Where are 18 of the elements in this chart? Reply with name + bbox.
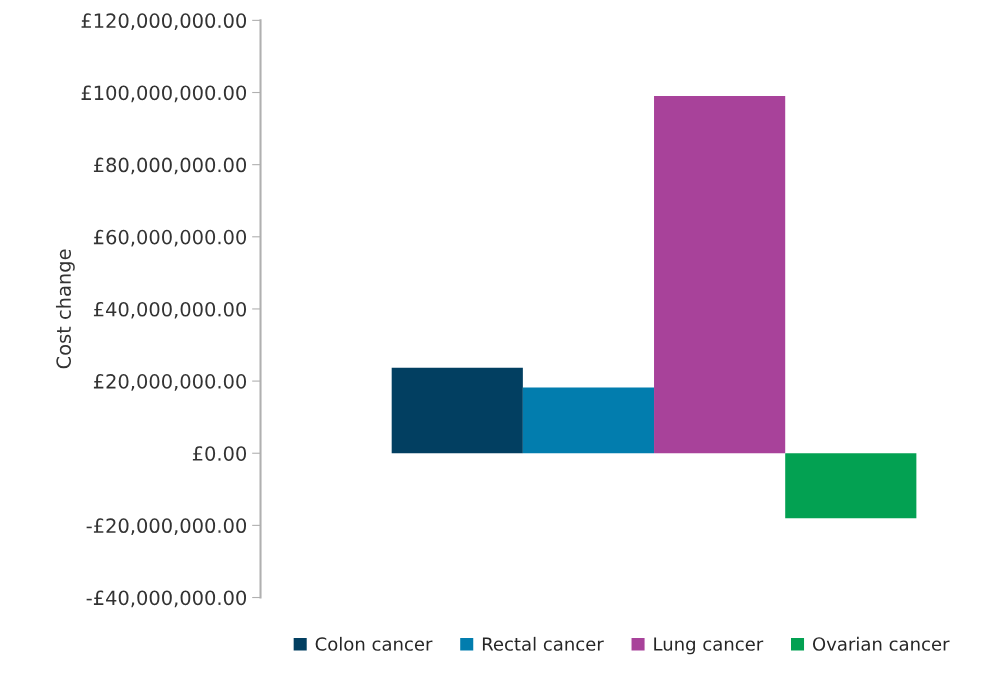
y-tick-label: £80,000,000.00 (93, 157, 247, 175)
bar (522, 387, 655, 454)
y-tick-label: £120,000,000.00 (81, 13, 247, 31)
legend-label: Rectal cancer (482, 636, 604, 651)
y-tick-label: £100,000,000.00 (81, 85, 247, 103)
y-tick-label: £20,000,000.00 (93, 374, 247, 391)
bar (391, 367, 523, 454)
legend-label: Colon cancer (315, 636, 433, 651)
y-tick-label: £40,000,000.00 (93, 301, 247, 319)
legend-label: Lung cancer (654, 637, 764, 655)
y-axis-title: Cost change (55, 249, 75, 369)
bar (785, 453, 917, 519)
bar (654, 96, 786, 454)
y-tick-label: £0.00 (192, 446, 247, 461)
y-tick-label: £60,000,000.00 (93, 229, 247, 247)
y-tick-label: -£20,000,000.00 (86, 518, 247, 536)
y-tick-label: -£40,000,000.00 (86, 590, 247, 608)
legend-label: Ovarian cancer (812, 636, 950, 651)
